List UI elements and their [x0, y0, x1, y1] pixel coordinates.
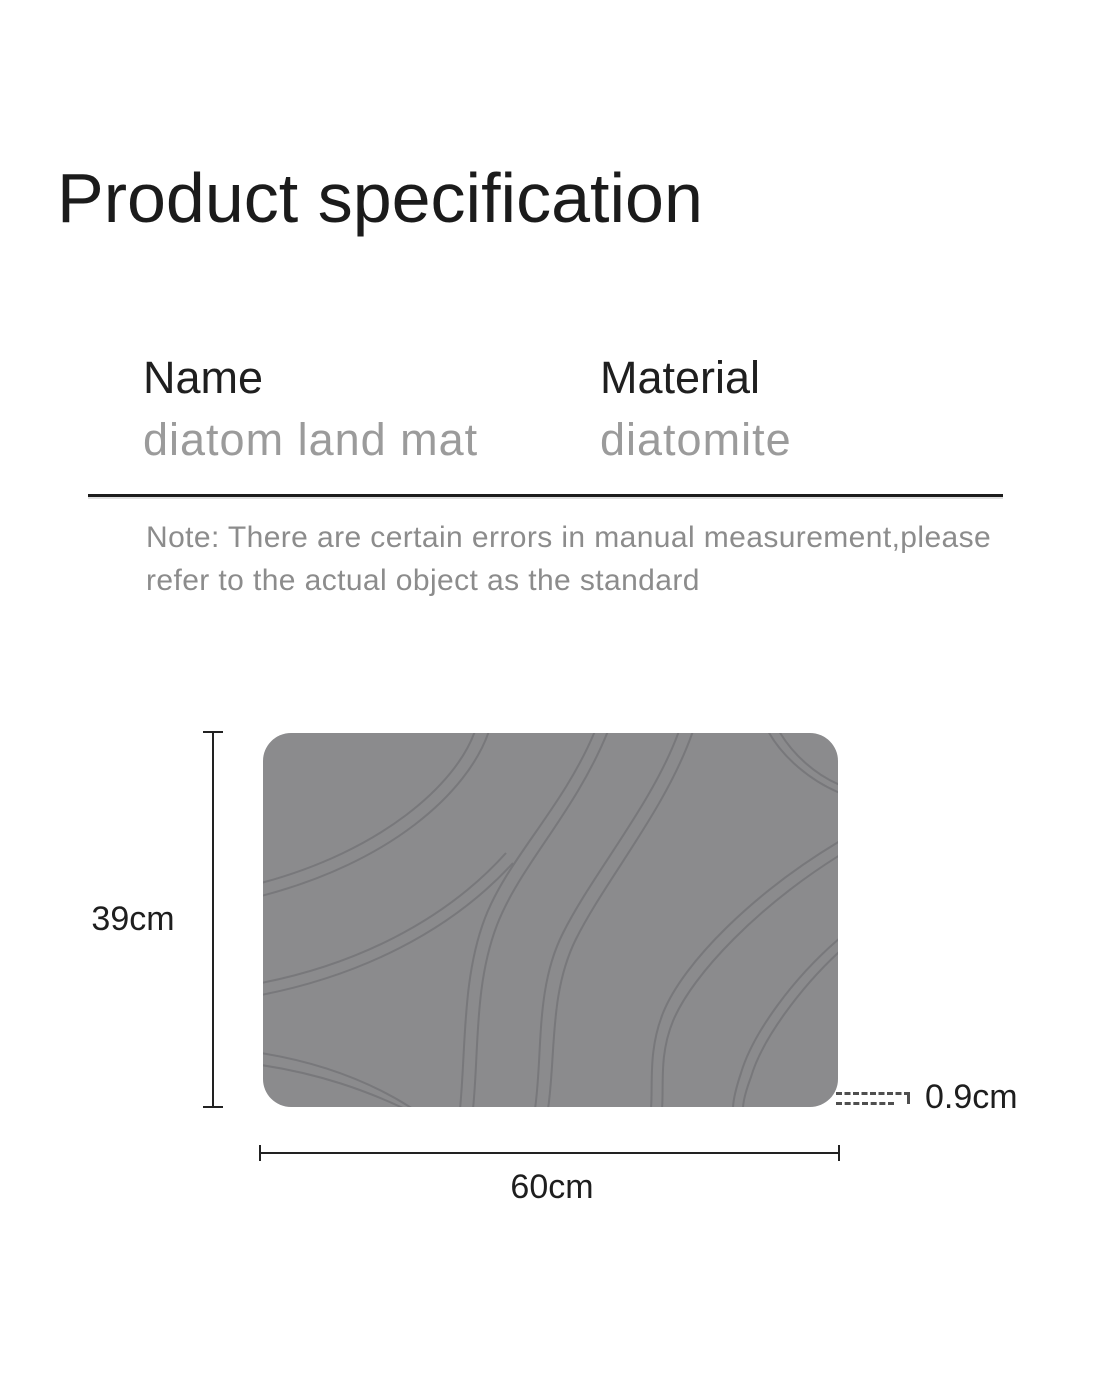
- spec-material-label: Material: [600, 352, 761, 403]
- spec-material-value: diatomite: [600, 414, 792, 465]
- width-dimension-tick-right: [838, 1145, 840, 1161]
- measurement-note-line1: Note: There are certain errors in manual…: [146, 521, 992, 554]
- section-divider: [88, 494, 1003, 497]
- measurement-note-line2: refer to the actual object as the standa…: [146, 564, 700, 597]
- height-dimension-cap-top: [203, 731, 223, 733]
- height-dimension-label: 39cm: [91, 900, 175, 938]
- width-dimension-line: [259, 1152, 840, 1154]
- spec-name-label: Name: [143, 352, 264, 403]
- mat-surface: [263, 733, 838, 1107]
- width-dimension-label: 60cm: [510, 1168, 594, 1206]
- width-dimension-tick-left: [259, 1145, 261, 1161]
- measurement-note: Note: There are certain errors in manual…: [146, 516, 1046, 602]
- height-dimension-line: [212, 732, 214, 1107]
- mat-groove-pattern: [263, 733, 838, 1107]
- height-dimension-cap-bottom: [203, 1106, 223, 1108]
- thickness-dashed-corner: [907, 1093, 910, 1104]
- thickness-dashed-line-top: [836, 1092, 910, 1095]
- mat-illustration: [263, 733, 838, 1107]
- page-title: Product specification: [57, 159, 703, 237]
- thickness-dimension-label: 0.9cm: [925, 1078, 1018, 1116]
- thickness-dashed-line-bottom: [836, 1102, 894, 1105]
- spec-name-value: diatom land mat: [143, 414, 479, 465]
